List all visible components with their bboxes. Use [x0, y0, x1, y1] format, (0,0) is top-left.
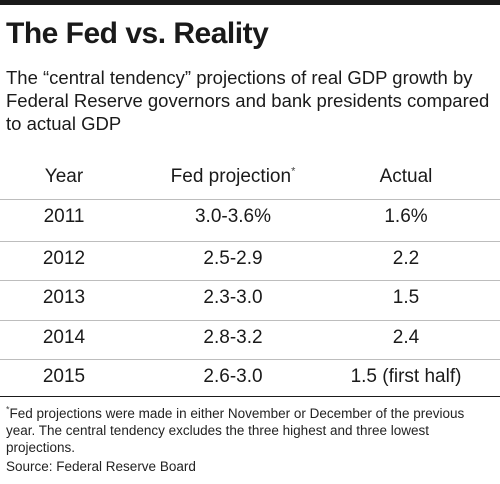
- projection-cell: 3.0-3.6%: [194, 206, 272, 227]
- actual-cell: 2.2: [392, 248, 420, 269]
- year-cell: 2013: [42, 287, 86, 308]
- table-header: Year Fed projection* Actual: [0, 160, 500, 194]
- column-header-projection-label: Fed projection: [170, 166, 292, 187]
- column-header-actual: Actual: [379, 166, 433, 187]
- projection-footnote-marker: *: [291, 165, 296, 178]
- projection-cell: 2.5-2.9: [203, 248, 263, 269]
- column-header-year: Year: [44, 166, 84, 187]
- footnote-marker: *: [6, 404, 10, 415]
- projection-cell: 2.3-3.0: [203, 287, 263, 308]
- table-row: 2015 2.6-3.0 1.5 (first half): [0, 359, 500, 394]
- year-cell: 2011: [43, 206, 85, 227]
- actual-cell: 1.6%: [384, 206, 428, 227]
- table-row: 2013 2.3-3.0 1.5: [0, 280, 500, 315]
- footnote: *Fed projections were made in either Nov…: [6, 405, 494, 456]
- table-bottom-rule: [0, 396, 500, 397]
- year-cell: 2014: [42, 327, 86, 348]
- table-row: 2014 2.8-3.2 2.4: [0, 320, 500, 355]
- year-cell: 2012: [42, 248, 86, 269]
- projection-cell: 2.8-3.2: [203, 327, 263, 348]
- actual-cell: 2.4: [392, 327, 420, 348]
- footnote-text: Fed projections were made in either Nove…: [6, 406, 465, 455]
- top-rule: [0, 0, 500, 5]
- actual-cell: 1.5: [392, 287, 420, 308]
- year-cell: 2015: [42, 366, 86, 387]
- projection-cell: 2.6-3.0: [203, 366, 263, 387]
- chart-title: The Fed vs. Reality: [6, 17, 269, 50]
- table-row: 2012 2.5-2.9 2.2: [0, 241, 500, 276]
- column-header-projection: Fed projection*: [150, 160, 316, 194]
- chart-subtitle: The “central tendency” projections of re…: [6, 67, 490, 134]
- actual-cell: 1.5 (first half): [350, 366, 462, 387]
- table-row: 2011 3.0-3.6% 1.6%: [0, 199, 500, 234]
- source-note: Source: Federal Reserve Board: [6, 459, 196, 474]
